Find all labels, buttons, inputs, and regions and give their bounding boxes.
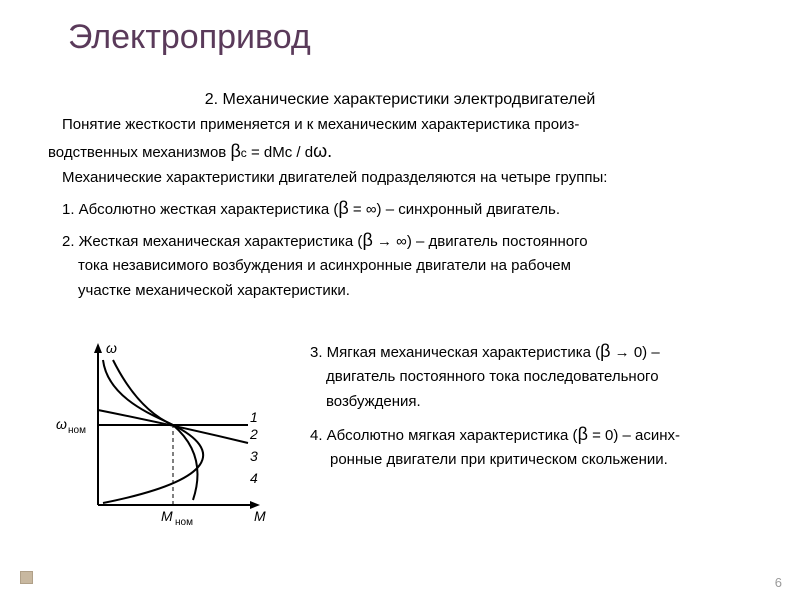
svg-text:ном: ном (68, 425, 86, 436)
svg-text:1: 1 (250, 409, 258, 425)
intro2d: = dMс / d (247, 144, 313, 161)
item4b: β (578, 424, 588, 444)
body-text: Понятие жесткости применяется и к механи… (0, 109, 800, 301)
item4d: ронные двигатели при критическом скольже… (330, 451, 668, 468)
item2a: 2. Жесткая механическая характеристика ( (62, 233, 362, 250)
svg-text:2: 2 (249, 426, 258, 442)
item3d: двигатель постоянного тока последователь… (326, 368, 659, 385)
item2d: тока независимого возбуждения и асинхрон… (78, 257, 571, 274)
svg-text:ном: ном (175, 517, 193, 528)
svg-text:M: M (254, 508, 266, 524)
intro-line1: Понятие жесткости применяется и к механи… (62, 116, 579, 133)
characteristics-chart: ωMωномMном1234 (48, 335, 298, 535)
item3e: возбуждения. (326, 393, 421, 410)
item1a: 1. Абсолютно жесткая характеристика ( (62, 201, 338, 218)
page-title: Электропривод (0, 0, 800, 57)
item1b: β (338, 198, 348, 218)
item4c: = 0) – асинх- (588, 427, 680, 444)
svg-text:4: 4 (250, 470, 258, 486)
right-column: 3. Мягкая механическая характеристика (β… (310, 335, 760, 474)
item2e: участке механической характеристики. (78, 282, 350, 299)
svg-text:3: 3 (250, 448, 258, 464)
section-subtitle: 2. Механические характеристики электродв… (0, 91, 800, 109)
page-number: 6 (775, 575, 782, 590)
item1c: = ∞) – синхронный двигатель. (349, 201, 560, 218)
svg-text:M: M (161, 508, 173, 524)
item3c: → 0) – (611, 344, 660, 361)
intro2b: β (230, 141, 240, 161)
groups-line: Механические характеристики двигателей п… (62, 169, 607, 186)
item4a: 4. Абсолютно мягкая характеристика ( (310, 427, 578, 444)
svg-text:ω: ω (56, 416, 67, 432)
svg-text:ω: ω (106, 340, 117, 356)
item2b: β (362, 230, 372, 250)
intro2a: водственных механизмов (48, 144, 230, 161)
intro2e: ω. (313, 141, 332, 161)
item2c: → ∞) – двигатель постоянного (373, 233, 588, 250)
item3a: 3. Мягкая механическая характеристика ( (310, 344, 600, 361)
item3b: β (600, 341, 610, 361)
slide-bullet-icon (20, 571, 33, 584)
